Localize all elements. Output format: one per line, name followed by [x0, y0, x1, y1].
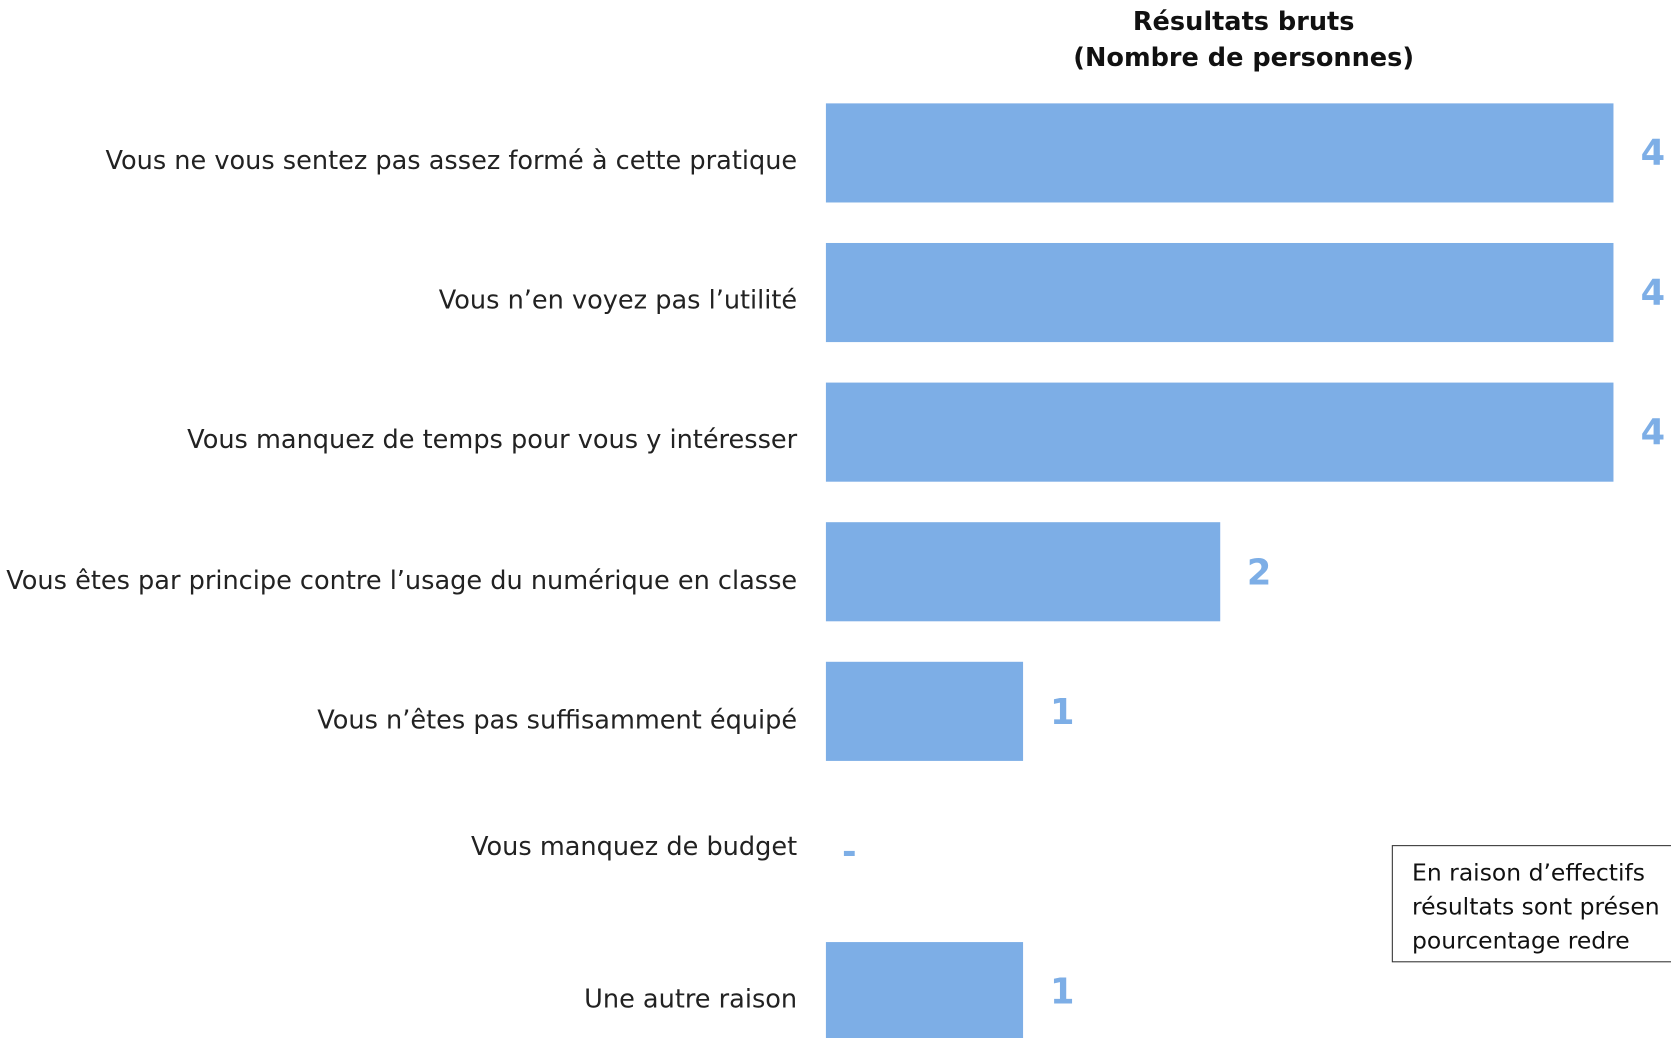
value-label: 1	[1049, 690, 1075, 733]
bar	[825, 662, 1023, 762]
category-label: Vous manquez de temps pour vous y intére…	[187, 425, 798, 455]
value-label: 2	[1246, 551, 1272, 593]
category-label: Vous manquez de budget	[470, 831, 798, 862]
bar	[825, 242, 1614, 342]
note-line: résultats sont présen	[1412, 894, 1660, 921]
category-label: Vous ne vous sentez pas assez formé à ce…	[105, 145, 798, 176]
category-label: Une autre raison	[584, 984, 798, 1015]
category-label: Vous n’en voyez pas l’utilité	[438, 285, 798, 316]
category-label: Vous n’êtes pas suffisamment équipé	[317, 704, 798, 735]
bar	[825, 522, 1220, 622]
value-label: -	[842, 830, 857, 873]
bar	[825, 941, 1023, 1038]
chart-title: Résultats bruts	[1132, 6, 1355, 37]
category-label: Vous êtes par principe contre l’usage du…	[6, 564, 798, 595]
value-label: 4	[1640, 411, 1666, 453]
value-label: 1	[1049, 970, 1075, 1013]
chart-subtitle: (Nombre de personnes)	[1073, 42, 1415, 73]
value-label: 4	[1640, 271, 1666, 313]
bar	[825, 382, 1614, 482]
bar	[825, 102, 1614, 202]
value-label: 4	[1640, 131, 1666, 174]
note-line: En raison d’effectifs	[1412, 860, 1645, 887]
note-box: En raison d’effectifs résultats sont prés…	[1391, 845, 1671, 963]
note-line: pourcentage redre	[1412, 928, 1630, 955]
